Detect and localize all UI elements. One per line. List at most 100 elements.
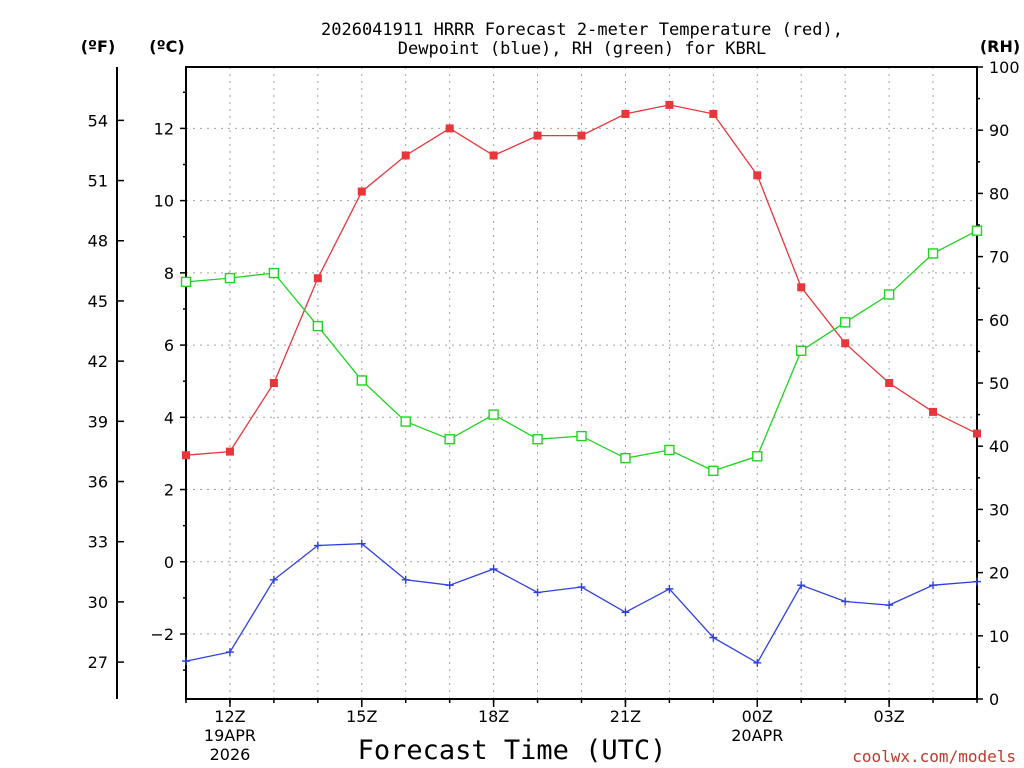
temperature-point <box>973 429 981 438</box>
rh-tick-label: 10 <box>989 627 1009 646</box>
gridlines <box>186 67 977 699</box>
rh-tick-label: 80 <box>989 184 1009 203</box>
celsius-tick-label: 6 <box>164 336 174 355</box>
rh-point <box>839 317 851 328</box>
temperature-point <box>489 151 498 160</box>
temperature-point <box>225 447 234 456</box>
celsius-tick-label: 2 <box>164 481 174 500</box>
temperature-point <box>401 151 410 160</box>
rh-axis-unit: (RH) <box>980 37 1020 56</box>
rh-tick-label: 20 <box>989 564 1009 583</box>
rh-tick-label: 30 <box>989 500 1009 519</box>
chart-title-line1: 2026041911 HRRR Forecast 2-meter Tempera… <box>321 20 843 40</box>
temperature-point <box>269 379 278 387</box>
fahrenheit-ticks: 27 30 33 36 39 42 45 48 51 54 <box>88 111 124 672</box>
x-axis-title: Forecast Time (UTC) <box>358 735 667 766</box>
fahrenheit-tick-label: 36 <box>88 473 108 492</box>
rh-point <box>268 267 280 279</box>
rh-point <box>180 276 192 288</box>
time-tick-label: 12Z <box>214 707 245 726</box>
rh-tick-label: 50 <box>989 374 1009 393</box>
time-tick-date: 19APR <box>204 726 256 745</box>
rh-point <box>576 430 587 442</box>
rh-point <box>400 416 411 427</box>
rh-tick-label: 0 <box>989 690 999 709</box>
rh-tick-label: 90 <box>989 121 1009 140</box>
rh-tick-label: 40 <box>989 437 1009 456</box>
rh-point <box>312 320 324 332</box>
temperature-line <box>185 104 978 456</box>
time-tick-label: 21Z <box>610 707 641 726</box>
time-tick-label: 03Z <box>873 707 904 726</box>
rh-point <box>796 345 807 356</box>
time-tick-label: 18Z <box>478 707 509 726</box>
series-layer <box>180 100 983 667</box>
fahrenheit-tick-label: 51 <box>88 172 108 191</box>
temperature-point <box>797 283 806 292</box>
dewpoint-point <box>929 581 938 590</box>
dewpoint-point <box>225 648 234 657</box>
temperature-point <box>929 407 938 416</box>
rh-point <box>224 272 236 284</box>
temperature-point <box>577 131 586 140</box>
temperature-point <box>665 100 674 109</box>
rh-ticks: 0 10 20 30 40 50 60 70 80 90 100 <box>977 58 1020 709</box>
dewpoint-point <box>621 608 630 617</box>
fahrenheit-tick-label: 30 <box>88 593 108 612</box>
temperature-point <box>182 451 190 460</box>
credit-text: coolwx.com/models <box>852 747 1016 766</box>
rh-point <box>971 225 983 236</box>
temperature-point <box>445 124 454 133</box>
celsius-tick-label: 0 <box>164 553 174 572</box>
fahrenheit-tick-label: 33 <box>88 533 108 552</box>
dewpoint-point <box>269 575 278 584</box>
rh-tick-label: 60 <box>989 311 1009 330</box>
temperature-point <box>621 109 630 118</box>
celsius-tick-label: −2 <box>150 625 174 644</box>
dewpoint-point <box>973 577 981 586</box>
rh-point <box>444 434 455 445</box>
temperature-point <box>533 131 542 140</box>
dewpoint-point <box>445 581 454 590</box>
dewpoint-point <box>533 588 542 597</box>
fahrenheit-axis-unit: (ºF) <box>81 37 116 56</box>
rh-point <box>883 289 895 300</box>
rh-point <box>356 375 367 386</box>
temperature-point <box>753 171 762 180</box>
time-tick-year: 2026 <box>210 745 251 764</box>
dewpoint-point <box>665 584 674 593</box>
dewpoint-point <box>357 539 366 548</box>
rh-tick-label: 70 <box>989 248 1009 267</box>
celsius-ticks: −2 0 2 4 6 8 10 12 <box>150 91 186 671</box>
dewpoint-point <box>841 597 850 606</box>
dewpoint-point <box>709 633 718 642</box>
fahrenheit-tick-label: 48 <box>88 232 108 251</box>
dewpoint-point <box>797 581 806 590</box>
time-tick-date: 20APR <box>731 726 783 745</box>
chart-title-line2: Dewpoint (blue), RH (green) for KBRL <box>398 39 766 59</box>
temperature-point <box>885 379 894 387</box>
rh-point <box>532 434 543 445</box>
temperature-point <box>841 339 850 348</box>
rh-point <box>664 444 675 456</box>
celsius-tick-label: 4 <box>164 408 174 427</box>
celsius-tick-label: 10 <box>154 192 174 211</box>
time-tick-label: 00Z <box>742 707 773 726</box>
time-tick-label: 15Z <box>346 707 377 726</box>
dewpoint-point <box>885 601 894 610</box>
dewpoint-point <box>182 657 190 666</box>
temperature-point <box>709 109 718 118</box>
celsius-tick-label: 12 <box>154 119 174 138</box>
celsius-axis-unit: (ºC) <box>149 37 184 56</box>
rh-point <box>620 453 631 464</box>
axes <box>116 66 978 700</box>
fahrenheit-tick-label: 39 <box>88 412 108 431</box>
temperature-point <box>357 187 366 196</box>
rh-point <box>488 409 499 420</box>
temperature-point <box>313 274 322 283</box>
rh-point <box>752 451 763 462</box>
rh-point <box>927 248 939 259</box>
dewpoint-point <box>401 575 410 584</box>
